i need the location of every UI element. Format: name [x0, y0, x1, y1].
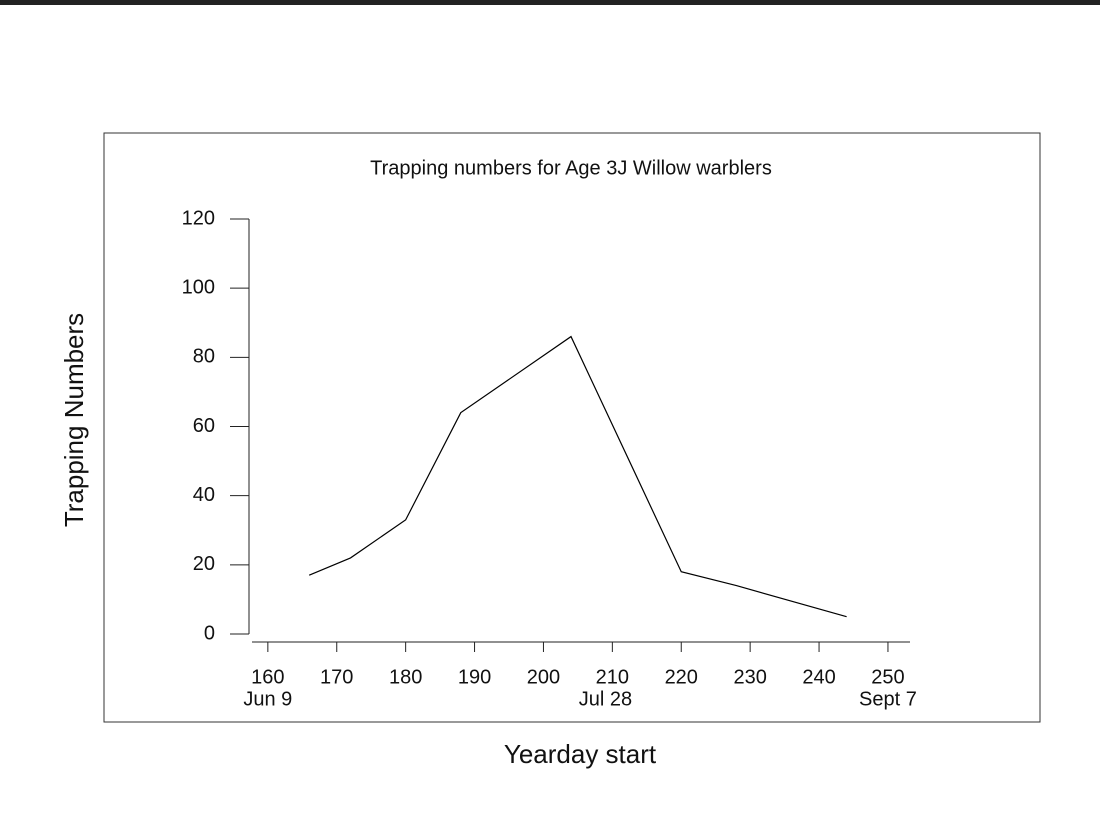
chart-title: Trapping numbers for Age 3J Willow warbl… [370, 157, 772, 179]
y-tick-label: 100 [182, 276, 215, 298]
y-tick-label: 40 [193, 484, 215, 506]
x-tick-label: 210 [596, 666, 629, 688]
y-axis-label: Trapping Numbers [59, 313, 89, 527]
x-tick-label: 230 [733, 666, 766, 688]
x-tick-label: 250 [871, 666, 904, 688]
x-tick-label: 160 [251, 666, 284, 688]
y-tick-label: 60 [193, 415, 215, 437]
date-label: Sept 7 [859, 688, 917, 710]
scan-edge [0, 0, 1100, 5]
x-tick-label: 170 [320, 666, 353, 688]
y-tick-label: 120 [182, 207, 215, 229]
y-tick-label: 0 [204, 622, 215, 644]
x-tick-label: 180 [389, 666, 422, 688]
date-label: Jun 9 [243, 688, 292, 710]
x-axis-label: Yearday start [504, 739, 657, 769]
y-tick-label: 80 [193, 346, 215, 368]
date-label: Jul 28 [579, 688, 632, 710]
x-tick-label: 240 [802, 666, 835, 688]
x-tick-label: 190 [458, 666, 491, 688]
y-tick-label: 20 [193, 553, 215, 575]
x-tick-label: 200 [527, 666, 560, 688]
x-tick-label: 220 [665, 666, 698, 688]
frame [103, 132, 1041, 723]
data-line [308, 335, 847, 618]
